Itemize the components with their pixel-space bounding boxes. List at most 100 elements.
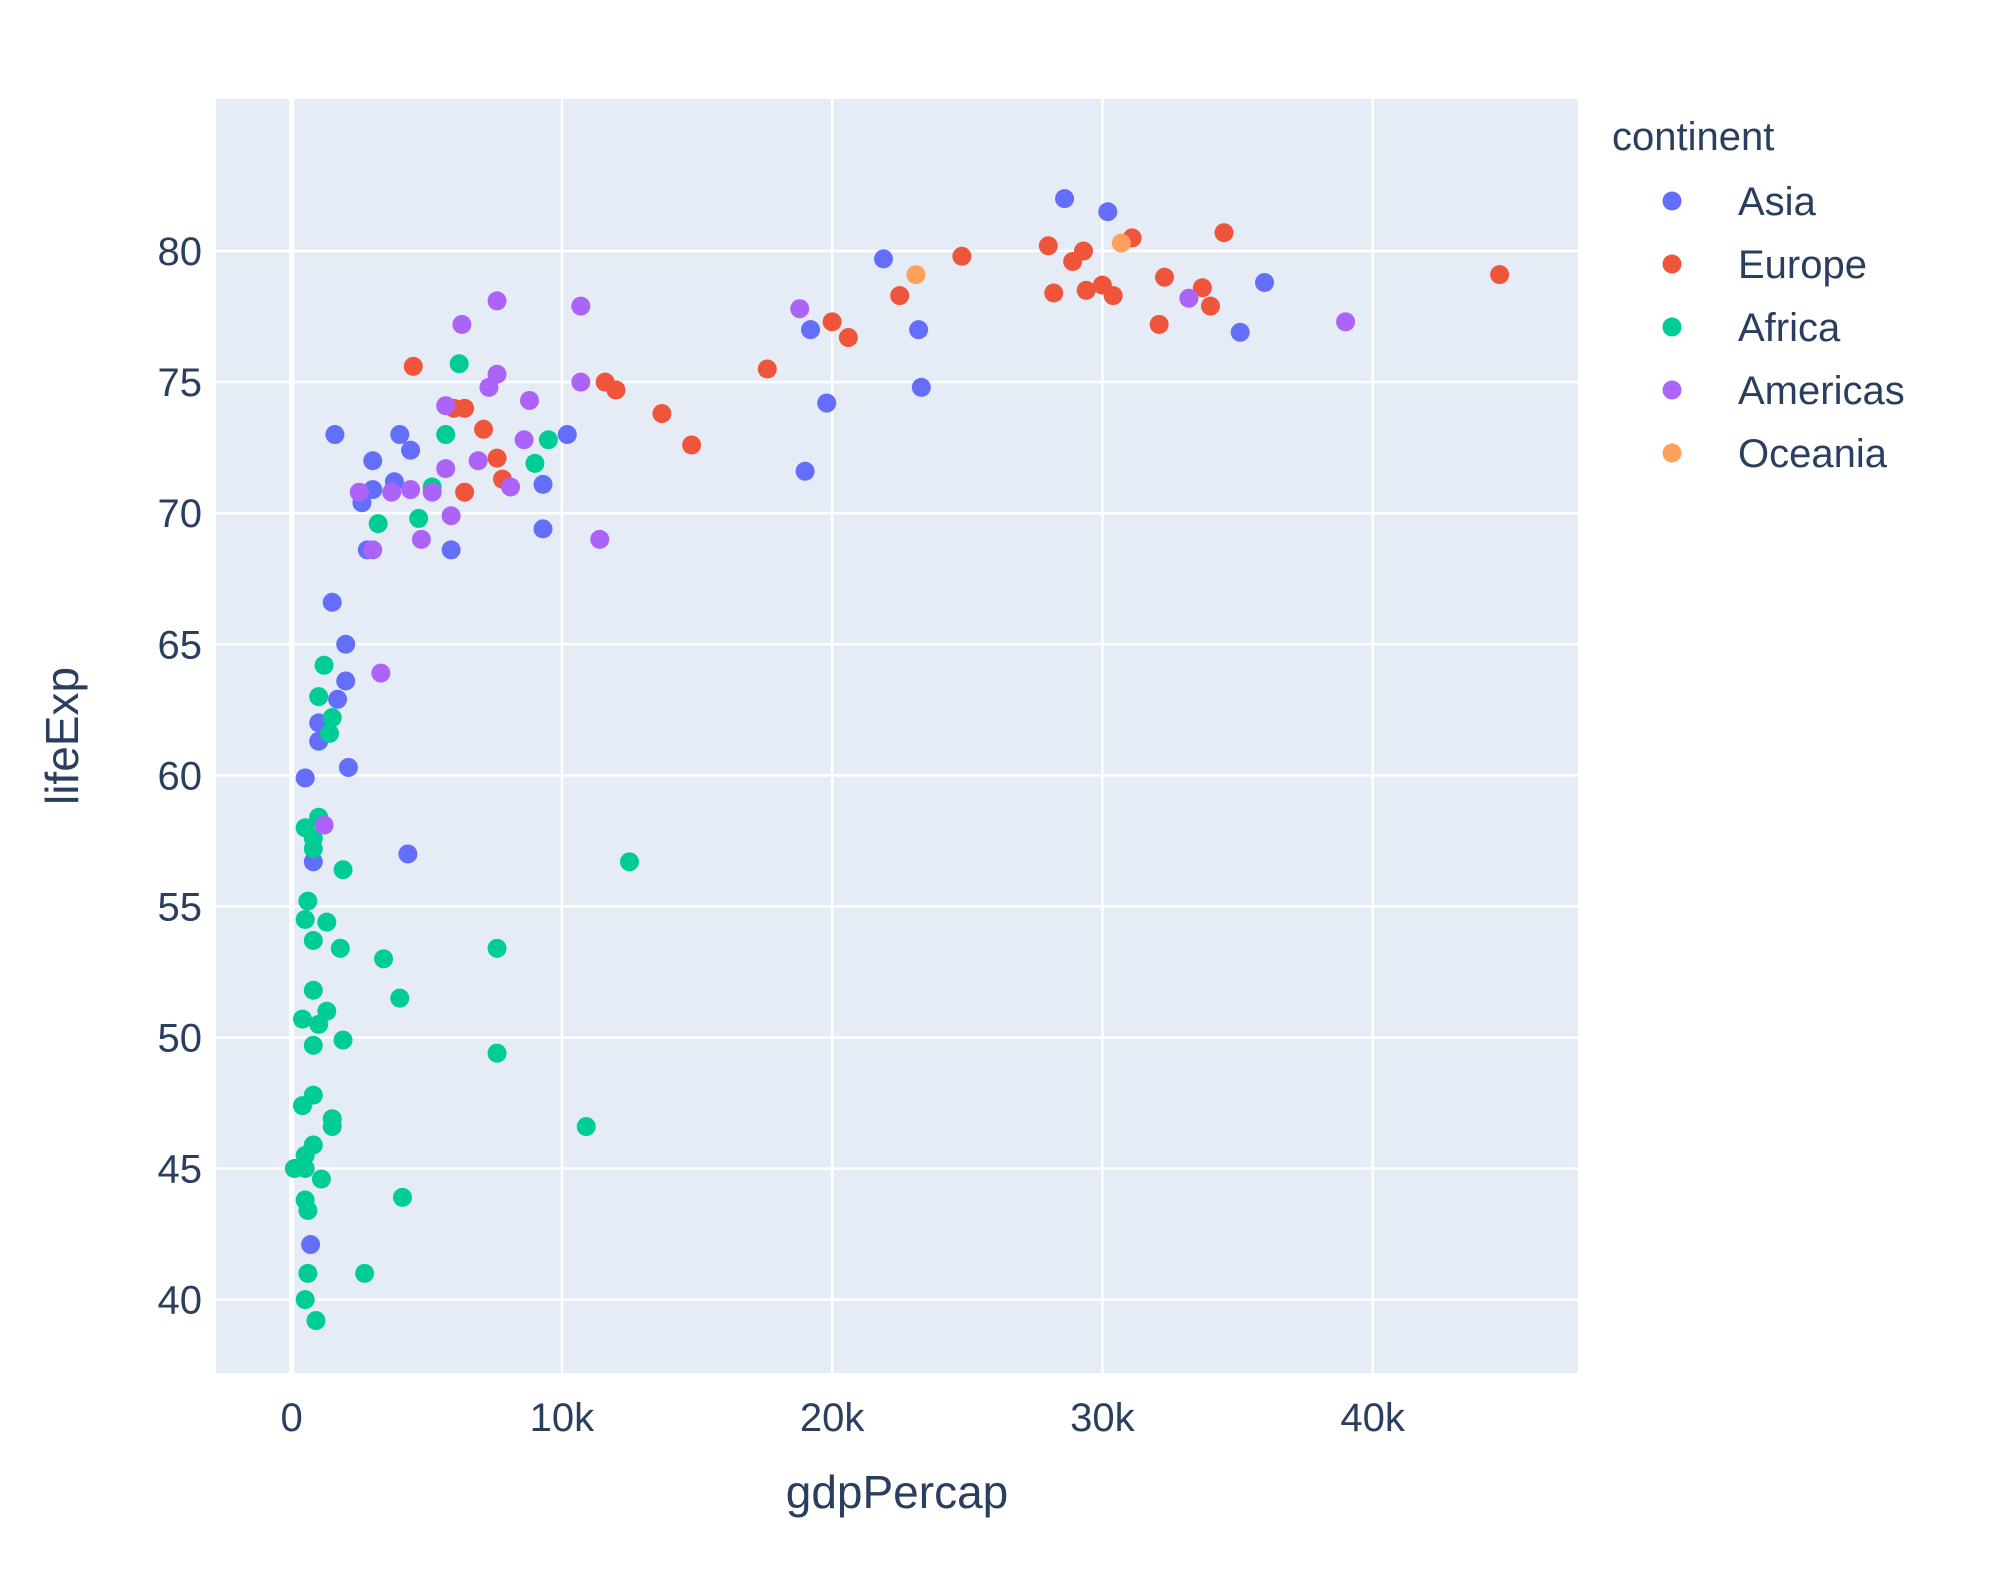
data-point: [328, 689, 348, 709]
data-point: [303, 852, 323, 872]
x-tick-label: 10k: [530, 1396, 595, 1440]
y-tick-label: 50: [158, 1016, 203, 1060]
legend-item-americas[interactable]: Americas: [1662, 369, 1905, 413]
data-point: [514, 430, 534, 450]
data-point: [533, 474, 553, 494]
data-point: [309, 687, 329, 707]
data-point: [390, 425, 410, 445]
legend-label: Asia: [1738, 180, 1817, 224]
series-africa: [284, 354, 639, 1331]
legend-marker: [1662, 191, 1682, 211]
legend-title: continent: [1612, 115, 1774, 159]
legend-label: Americas: [1738, 369, 1905, 413]
data-point: [1192, 278, 1212, 298]
data-point: [403, 356, 423, 376]
data-point: [790, 299, 810, 319]
data-point: [436, 396, 456, 416]
data-point: [1200, 296, 1220, 316]
y-tick-label: 40: [158, 1279, 203, 1323]
data-point: [1111, 233, 1131, 253]
legend-item-oceania[interactable]: Oceania: [1662, 432, 1888, 476]
data-point: [303, 1035, 323, 1055]
data-point: [314, 655, 334, 675]
legend: continent Asia Europe Africa Americas Oceani…: [1612, 115, 1905, 476]
x-tick-label: 20k: [800, 1396, 865, 1440]
data-point: [371, 663, 391, 683]
legend-item-europe[interactable]: Europe: [1662, 243, 1867, 287]
data-point: [487, 448, 507, 468]
data-point: [441, 506, 461, 526]
x-tick-label: 40k: [1340, 1396, 1405, 1440]
data-point: [322, 1117, 342, 1137]
data-point: [906, 265, 926, 285]
x-axis-title: gdpPercap: [786, 1466, 1009, 1518]
data-point: [301, 1235, 321, 1255]
data-point: [295, 1145, 315, 1165]
data-point: [368, 514, 388, 534]
data-point: [479, 377, 499, 397]
data-point: [355, 1263, 375, 1283]
data-point: [1179, 288, 1199, 308]
data-point: [487, 938, 507, 958]
data-point: [455, 482, 475, 502]
data-point: [392, 1187, 412, 1207]
y-tick-label: 80: [158, 230, 203, 274]
data-point: [590, 529, 610, 549]
y-tick-label: 70: [158, 492, 203, 536]
data-point: [298, 1200, 318, 1220]
data-point: [571, 372, 591, 392]
plot-area: [216, 99, 1578, 1373]
data-point: [487, 1043, 507, 1063]
legend-item-africa[interactable]: Africa: [1662, 306, 1842, 350]
data-point: [501, 477, 521, 497]
data-point: [606, 380, 626, 400]
data-point: [822, 312, 842, 332]
data-point: [398, 844, 418, 864]
data-point: [349, 482, 369, 502]
legend-label: Europe: [1738, 243, 1867, 287]
data-point: [401, 440, 421, 460]
data-point: [320, 723, 339, 743]
data-point: [873, 249, 893, 269]
data-point: [1230, 322, 1250, 342]
legend-label: Africa: [1738, 306, 1841, 350]
data-point: [487, 291, 507, 311]
data-point: [1055, 189, 1075, 209]
data-point: [390, 988, 410, 1008]
y-tick-label: 75: [158, 361, 203, 405]
data-point: [303, 980, 323, 1000]
data-point: [309, 1014, 329, 1034]
data-point: [682, 435, 702, 455]
data-point: [436, 459, 456, 479]
data-point: [401, 480, 421, 500]
data-point: [1044, 283, 1064, 303]
data-point: [295, 1290, 315, 1310]
data-point: [363, 540, 383, 560]
data-point: [374, 949, 394, 969]
data-point: [1155, 267, 1175, 287]
data-point: [303, 930, 323, 950]
data-point: [409, 508, 429, 528]
legend-item-asia[interactable]: Asia: [1662, 180, 1817, 224]
series-americas: [314, 288, 1356, 835]
y-tick-label: 60: [158, 754, 203, 798]
data-point: [952, 246, 972, 266]
data-point: [474, 419, 494, 439]
data-point: [411, 529, 431, 549]
legend-marker: [1662, 443, 1682, 463]
x-tick-label: 30k: [1070, 1396, 1135, 1440]
data-point: [1336, 312, 1356, 332]
data-point: [538, 430, 558, 450]
data-point: [1149, 314, 1169, 334]
data-point: [422, 482, 442, 502]
data-point: [436, 425, 456, 445]
data-point: [322, 592, 342, 612]
data-points: [284, 189, 1510, 1331]
legend-marker: [1662, 317, 1682, 337]
data-point: [557, 425, 577, 445]
data-point: [1098, 202, 1118, 222]
data-point: [292, 1009, 312, 1029]
legend-marker: [1662, 254, 1682, 274]
x-tick-label: 0: [281, 1396, 303, 1440]
